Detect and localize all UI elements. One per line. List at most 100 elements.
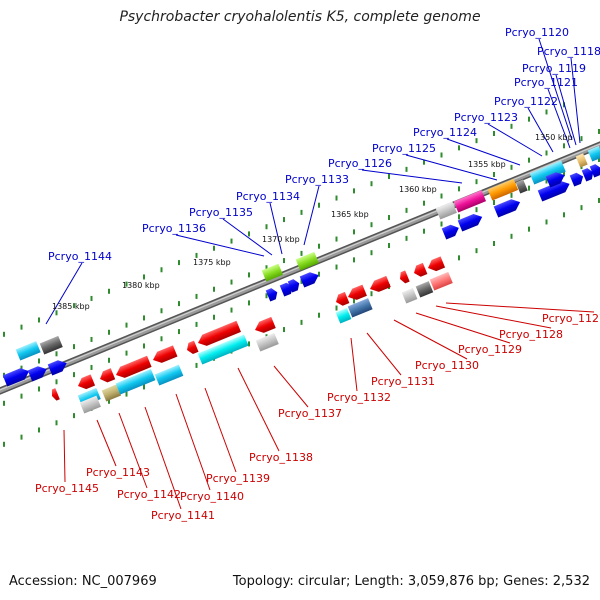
gene-feature[interactable] xyxy=(114,355,152,381)
gene-feature[interactable] xyxy=(347,298,373,318)
gene-feature[interactable] xyxy=(196,320,241,349)
gene-feature[interactable] xyxy=(589,163,600,178)
scale-labels: 1350 kbp 1355 kbp 1360 kbp 1365 kbp 1370 kbp… xyxy=(52,133,573,311)
gene-feature[interactable] xyxy=(287,278,302,293)
gene-label-pcryo_1140[interactable]: Pcryo_1140 xyxy=(180,490,244,503)
gene-label-pcryo_1122[interactable]: Pcryo_1122 xyxy=(494,95,558,108)
leader-line xyxy=(45,262,83,325)
gene-feature[interactable] xyxy=(457,211,485,232)
gene-feature[interactable] xyxy=(79,395,101,414)
genome-summary: Topology: circular; Length: 3,059,876 bp… xyxy=(232,574,590,589)
leader-line xyxy=(144,406,182,510)
leader-line xyxy=(222,218,273,256)
gene-label-pcryo_1132[interactable]: Pcryo_1132 xyxy=(327,391,391,404)
gene-label-pcryo_1136[interactable]: Pcryo_1136 xyxy=(142,222,206,235)
gene-label-pcryo_1123[interactable]: Pcryo_1123 xyxy=(454,111,518,124)
gene-feature[interactable] xyxy=(581,167,596,182)
gene-feature[interactable] xyxy=(154,364,184,386)
leader-line xyxy=(570,57,581,144)
gene-label-pcryo_1126[interactable]: Pcryo_1126 xyxy=(328,157,392,170)
leader-line xyxy=(118,412,148,489)
gene-label-pcryo_1143[interactable]: Pcryo_1143 xyxy=(86,466,150,479)
gene-feature[interactable] xyxy=(435,201,457,220)
gene-feature[interactable] xyxy=(545,170,567,188)
gene-feature[interactable] xyxy=(335,307,352,324)
gene-feature[interactable] xyxy=(151,345,178,365)
gene-feature[interactable] xyxy=(39,335,63,355)
leader-line xyxy=(237,367,280,452)
gene-feature[interactable] xyxy=(368,275,391,295)
gene-label-pcryo_1131[interactable]: Pcryo_1131 xyxy=(371,375,435,388)
gene-feature[interactable] xyxy=(537,178,572,202)
gene-label-pcryo_1138[interactable]: Pcryo_1138 xyxy=(249,451,313,464)
gene-feature[interactable] xyxy=(487,178,519,201)
gene-feature[interactable] xyxy=(2,366,32,387)
gene-feature[interactable] xyxy=(265,287,280,302)
gene-feature[interactable] xyxy=(76,374,96,391)
leader-line xyxy=(555,74,577,146)
gene-label-pcryo_1128[interactable]: Pcryo_1128 xyxy=(499,328,563,341)
gene-label-pcryo_1130[interactable]: Pcryo_1130 xyxy=(415,359,479,372)
label-leader-lines xyxy=(45,38,595,510)
gene-feature[interactable] xyxy=(453,190,487,213)
gene-feature[interactable] xyxy=(401,287,418,304)
gene-label-pcryo_1144[interactable]: Pcryo_1144 xyxy=(48,250,112,263)
gene-feature[interactable] xyxy=(398,270,410,284)
gene-feature[interactable] xyxy=(295,251,319,271)
map-title: Psychrobacter cryohalolentis K5, complet… xyxy=(119,9,481,25)
gene-feature[interactable] xyxy=(569,171,586,187)
leader-line xyxy=(63,429,66,483)
gene-feature[interactable] xyxy=(441,222,461,240)
gene-feature[interactable] xyxy=(47,358,69,376)
gene-feature[interactable] xyxy=(15,341,41,361)
gene-feature[interactable] xyxy=(426,256,446,273)
gene-feature[interactable] xyxy=(299,270,321,288)
gene-feature[interactable] xyxy=(346,284,367,303)
gene-label-pcryo_1145[interactable]: Pcryo_1145 xyxy=(35,482,99,495)
gene-label-pcryo_1124[interactable]: Pcryo_1124 xyxy=(413,126,477,139)
gene-feature[interactable] xyxy=(493,197,523,218)
gene-feature[interactable] xyxy=(575,153,588,168)
gene-feature[interactable] xyxy=(515,179,528,194)
gene-feature[interactable] xyxy=(412,262,428,279)
gene-feature[interactable] xyxy=(415,281,434,298)
gene-feature[interactable] xyxy=(185,340,199,356)
gene-feature[interactable] xyxy=(529,160,566,185)
gene-label-pcryo_1121[interactable]: Pcryo_1121 xyxy=(514,76,578,89)
gene-feature[interactable] xyxy=(334,291,350,308)
gene-labels: Pcryo_1118 Pcryo_1119 Pcryo_1120 Pcryo_1121… xyxy=(35,26,600,522)
gene-label-pcryo_1120[interactable]: Pcryo_1120 xyxy=(505,26,569,39)
gene-feature[interactable] xyxy=(27,364,49,382)
gene-feature[interactable] xyxy=(115,369,156,395)
gene-feature[interactable] xyxy=(261,263,283,282)
gene-label-pcryo_1134[interactable]: Pcryo_1134 xyxy=(236,190,300,203)
gene-label-pcryo_1141[interactable]: Pcryo_1141 xyxy=(151,509,215,522)
gene-feature[interactable] xyxy=(197,334,249,365)
gene-label-pcryo_1118[interactable]: Pcryo_1118 xyxy=(537,45,600,58)
gene-label-pcryo_1129[interactable]: Pcryo_1129 xyxy=(458,343,522,356)
scale-label: 1365 kbp xyxy=(331,210,369,219)
gene-feature[interactable] xyxy=(98,368,116,384)
gene-feature[interactable] xyxy=(255,332,279,352)
gene-label-pcryo_1125[interactable]: Pcryo_1125 xyxy=(372,142,436,155)
gene-label-pcryo_1137[interactable]: Pcryo_1137 xyxy=(278,407,342,420)
leader-line xyxy=(204,387,237,473)
gene-feature[interactable] xyxy=(587,145,600,162)
gene-label-pcryo_1133[interactable]: Pcryo_1133 xyxy=(285,173,349,186)
gene-label-pcryo_1119[interactable]: Pcryo_1119 xyxy=(522,62,586,75)
gene-label-pcryo_1142[interactable]: Pcryo_1142 xyxy=(117,488,181,501)
leader-line xyxy=(435,305,552,329)
gene-feature[interactable] xyxy=(253,316,276,336)
gene-feature[interactable] xyxy=(101,384,122,402)
gene-feature[interactable] xyxy=(429,271,453,291)
leader-line xyxy=(175,393,211,491)
leader-line xyxy=(175,234,265,257)
scale-label: 1355 kbp xyxy=(468,160,506,169)
gene-label-pcryo_1135[interactable]: Pcryo_1135 xyxy=(189,206,253,219)
leader-line xyxy=(445,302,595,313)
leader-line xyxy=(350,337,358,392)
gene-label-pcryo_1139[interactable]: Pcryo_1139 xyxy=(206,472,270,485)
gene-feature[interactable] xyxy=(50,388,60,401)
gene-label-pcryo_1127[interactable]: Pcryo_1127 xyxy=(542,312,600,325)
leader-line xyxy=(446,138,521,166)
